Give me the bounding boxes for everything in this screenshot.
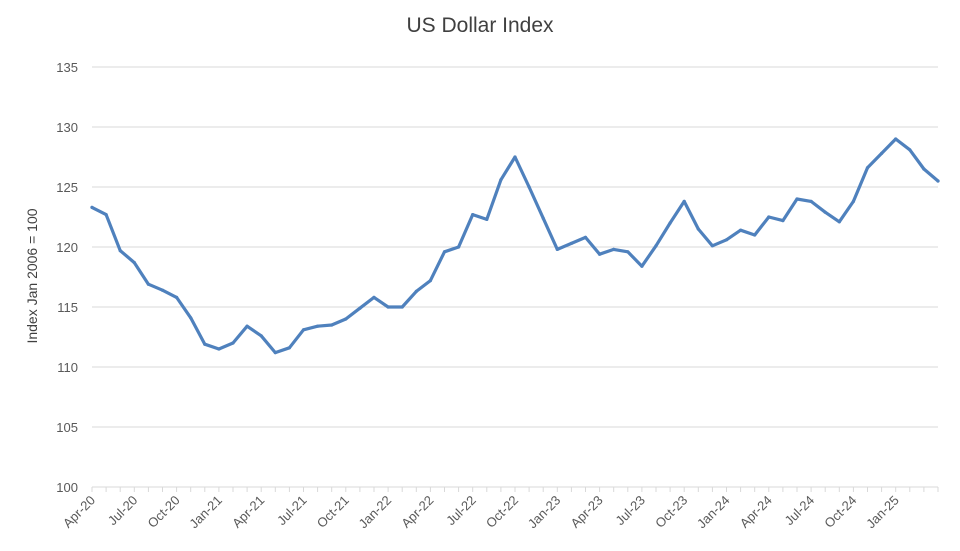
data-point (823, 210, 827, 214)
data-point (640, 264, 644, 268)
x-tick-label: Apr-21 (229, 493, 267, 531)
data-point (626, 250, 630, 254)
x-tick-label: Jul-20 (105, 493, 141, 529)
data-point (555, 247, 559, 251)
y-tick-label: 135 (56, 60, 78, 75)
y-tick-label: 100 (56, 480, 78, 495)
data-point (880, 151, 884, 155)
data-point (400, 305, 404, 309)
x-tick-label: Oct-24 (821, 493, 859, 531)
series-line (90, 137, 940, 355)
data-point (795, 197, 799, 201)
y-tick-label: 130 (56, 120, 78, 135)
x-tick-label: Jul-24 (782, 493, 818, 529)
x-tick-label: Jan-24 (694, 493, 733, 532)
data-point (682, 199, 686, 203)
data-point (414, 289, 418, 293)
gridlines (92, 66, 938, 428)
x-tick-label: Apr-20 (60, 493, 98, 531)
x-tick-label: Jan-22 (356, 493, 395, 532)
data-point (146, 282, 150, 286)
data-point (287, 346, 291, 350)
x-tick-label: Apr-23 (568, 493, 606, 531)
data-point (344, 317, 348, 321)
data-point (203, 342, 207, 346)
data-point (273, 351, 277, 355)
data-point (386, 305, 390, 309)
data-point (696, 227, 700, 231)
data-point (499, 178, 503, 182)
data-point (217, 347, 221, 351)
x-tick-label: Oct-21 (314, 493, 352, 531)
data-point (851, 199, 856, 203)
data-point (442, 250, 447, 254)
x-tick-label: Oct-20 (145, 493, 183, 531)
x-tick-label: Jan-25 (863, 493, 902, 532)
data-point (837, 220, 841, 224)
y-tick-label: 125 (56, 180, 78, 195)
data-point (471, 213, 475, 217)
x-tick-label: Jan-21 (186, 493, 225, 532)
x-tick-label: Apr-22 (398, 493, 436, 531)
y-axis-title: Index Jan 2006 = 100 (24, 208, 40, 343)
data-point (809, 199, 813, 203)
data-point (753, 233, 757, 237)
data-point (259, 334, 263, 338)
data-point (612, 247, 616, 251)
data-point (428, 279, 432, 283)
data-point (922, 167, 926, 171)
data-point (358, 306, 362, 310)
x-tick-label: Jul-21 (274, 493, 310, 529)
data-point (245, 324, 249, 328)
data-point (231, 341, 235, 345)
chart-title: US Dollar Index (406, 14, 554, 37)
x-tick-label: Jul-23 (612, 493, 648, 529)
x-tick-label: Oct-22 (483, 493, 521, 531)
x-tick-label: Oct-23 (652, 493, 690, 531)
data-point (894, 137, 898, 141)
data-point (330, 323, 334, 327)
data-point (668, 221, 672, 225)
data-point (541, 216, 545, 220)
data-point (781, 219, 785, 223)
data-point (908, 148, 912, 152)
x-tick-label: Jul-22 (443, 493, 479, 529)
x-axis: Apr-20 Jul-20 Oct-20 Jan-21 Apr-21 Jul-21 Oct-… (60, 486, 939, 532)
data-point (175, 295, 179, 299)
x-tick-label: Jan-23 (525, 493, 564, 532)
data-point (118, 249, 122, 253)
data-point (654, 244, 658, 248)
y-tick-label: 110 (57, 360, 78, 375)
data-point (132, 261, 136, 265)
data-point (513, 155, 517, 159)
data-point (372, 295, 376, 299)
data-point (485, 217, 489, 221)
data-point (90, 205, 94, 209)
data-point (301, 328, 306, 332)
data-point (160, 288, 165, 292)
data-point (527, 185, 531, 189)
series-layer (90, 137, 940, 355)
data-point (583, 235, 588, 239)
data-point (104, 213, 108, 217)
y-tick-label: 115 (57, 300, 78, 315)
data-point (739, 228, 743, 232)
data-point (767, 215, 771, 219)
data-point (316, 324, 320, 328)
data-point (724, 238, 729, 242)
y-tick-label: 120 (56, 240, 78, 255)
y-axis-tick-labels: 100 105 110 115 120 125 130 135 (56, 60, 78, 495)
y-tick-label: 105 (56, 420, 78, 435)
data-point (598, 252, 602, 256)
data-point (865, 166, 870, 170)
data-point (710, 244, 715, 248)
data-point (936, 179, 940, 183)
x-tick-label: Apr-24 (737, 493, 775, 531)
data-point (569, 241, 574, 245)
data-point (189, 316, 193, 320)
data-point (457, 245, 461, 249)
